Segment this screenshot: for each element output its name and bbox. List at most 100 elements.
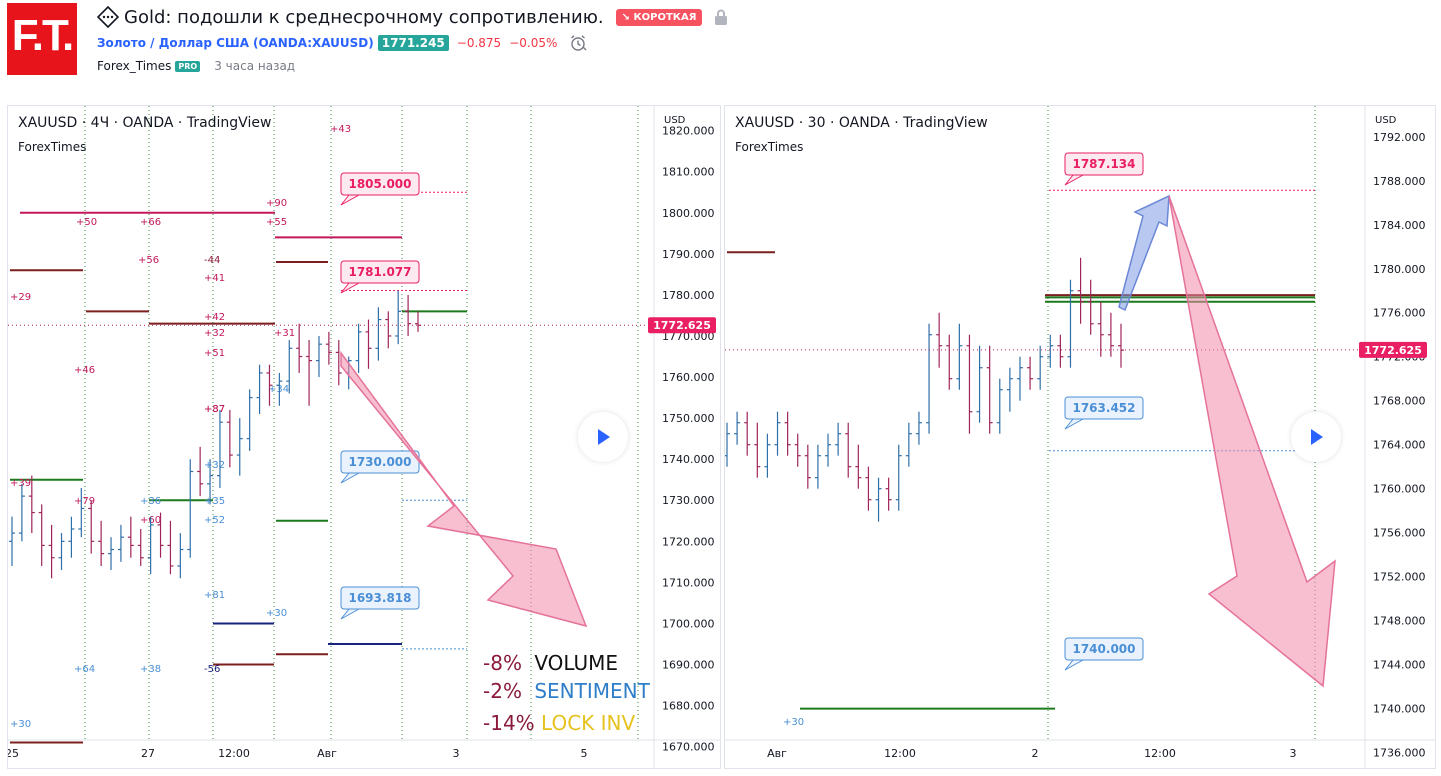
level-number: +64 [74,664,95,675]
level-number: +30 [783,717,804,728]
symbol-name-link[interactable]: Золото / Доллар США [97,36,250,50]
alarm-clock-icon[interactable] [569,34,587,52]
short-arrow-pink [340,350,588,628]
currency-label: USD [1375,115,1397,126]
idea-header: Gold: подошли к среднесрочному сопротивл… [97,5,728,29]
publish-time: 3 часа назад [214,59,296,73]
callout-pointer [1064,659,1084,671]
down-arrow-pink [1168,195,1336,688]
level-number: +81 [204,590,225,601]
y-tick-label: 1740.000 [1373,703,1426,716]
last-price-value: 1772.625 [653,319,711,332]
callout-price: 1730.000 [348,455,411,469]
callout-box [1064,152,1144,176]
y-tick-label: 1820.000 [662,125,715,138]
ft-logo[interactable]: F.T. [7,3,77,75]
y-tick-label: 1750.000 [662,412,715,425]
level-number: +46 [74,365,95,376]
x-tick-label: 3 [1290,747,1297,760]
level-number: +52 [204,515,225,526]
logo-text: F.T. [11,11,74,60]
y-tick-label: 1780.000 [662,289,715,302]
x-tick-label: 12:00 [1144,747,1176,760]
x-tick-label: 27 [141,747,155,760]
y-tick-label: 1810.000 [662,166,715,179]
callout-pointer [340,282,360,294]
volume-label: VOLUME [534,651,619,675]
price-change: −0.875 [456,36,502,50]
play-button-right[interactable] [1291,412,1341,462]
level-number: +30 [10,719,31,730]
y-tick-label: 1760.000 [1373,483,1426,496]
level-number: +35 [204,496,225,507]
price-badge: 1771.245 [377,35,449,51]
price-change-pct: −0.05% [509,36,558,50]
callout-price: 1805.000 [348,177,411,191]
y-tick-label: 1800.000 [662,207,715,220]
y-tick-label: 1768.000 [1373,395,1426,408]
level-number: +51 [204,348,225,359]
level-number: +79 [74,496,95,507]
level-number: +66 [140,217,161,228]
callout-box [1064,396,1144,420]
lock-icon[interactable] [714,9,728,25]
level-number: +37 [204,404,225,415]
volume-pct: -8% [483,651,522,675]
chart-panel-30m[interactable]: USD 1792.000 1788.000 1784.000 1780.000 1776.… [724,105,1436,769]
level-number: +43 [330,124,351,135]
level-number: +30 [266,608,287,619]
x-tick-label: Авг [317,747,337,760]
callout-price: 1781.077 [348,265,411,279]
symbol-row: Золото / Доллар США (OANDA:XAUUSD) 1771.… [97,33,587,53]
callout-price: 1787.134 [1072,157,1135,171]
last-price-badge [648,317,716,334]
x-tick-label: 5 [581,747,588,760]
x-tick-label: 12:00 [884,747,916,760]
y-tick-label: 1670.000 [662,741,715,754]
y-tick-label: 1752.000 [1373,571,1426,584]
y-tick-label: 1756.000 [1373,527,1426,540]
chart-panel-4h[interactable]: USD 1820.000 1810.000 1800.000 1790.000 1780.… [7,105,721,769]
chart-subtitle: ForexTimes [735,140,804,154]
lock-inv-pct: -14% [483,711,535,735]
level-number: +56 [138,255,159,266]
play-icon [598,429,610,445]
chart-title: XAUUSD · 30 · OANDA · TradingView [735,115,988,131]
level-number: -44 [204,255,220,266]
chart-title: XAUUSD · 4Ч · OANDA · TradingView [18,115,272,131]
y-tick-label: 1792.000 [1373,131,1426,144]
lock-inv-stat: -14% LOCK INV [483,711,635,735]
y-tick-label: 1788.000 [1373,175,1426,188]
callout-pointer [1064,418,1084,430]
sentiment-stat: -2% SENTIMENT [483,679,650,703]
x-tick-label: 25 [8,747,19,760]
chart-subtitle: ForexTimes [18,140,87,154]
chart-30m-svg[interactable]: USD 1792.000 1788.000 1784.000 1780.000 1776.… [725,106,1435,768]
author-row: Forex_Times PRO 3 часа назад [97,57,295,75]
x-tick-label: 2 [1032,747,1039,760]
callout-box [340,260,420,284]
sentiment-pct: -2% [483,679,522,703]
level-number: +36 [140,496,161,507]
level-number: +31 [274,328,295,339]
y-tick-label: 1764.000 [1373,439,1426,452]
level-number: +34 [268,384,289,395]
sentiment-label: SENTIMENT [534,679,650,703]
play-button-left[interactable] [578,412,628,462]
symbol-code-link[interactable]: (OANDA:XAUUSD) [253,36,374,50]
callout-pointer [1064,174,1084,186]
y-tick-label: 1790.000 [662,248,715,261]
y-tick-label: 1720.000 [662,535,715,548]
play-icon [1311,429,1323,445]
lock-inv-label: LOCK INV [541,711,636,735]
up-arrow-blue [1118,194,1170,312]
callout-box [340,172,420,196]
callout-box [1064,637,1144,661]
author-link[interactable]: Forex_Times [97,59,172,73]
level-number: +87 [204,404,225,415]
y-tick-label: 1784.000 [1373,219,1426,232]
level-number: +32 [204,460,225,471]
y-tick-label: 1744.000 [1373,659,1426,672]
y-tick-label: 1700.000 [662,617,715,630]
